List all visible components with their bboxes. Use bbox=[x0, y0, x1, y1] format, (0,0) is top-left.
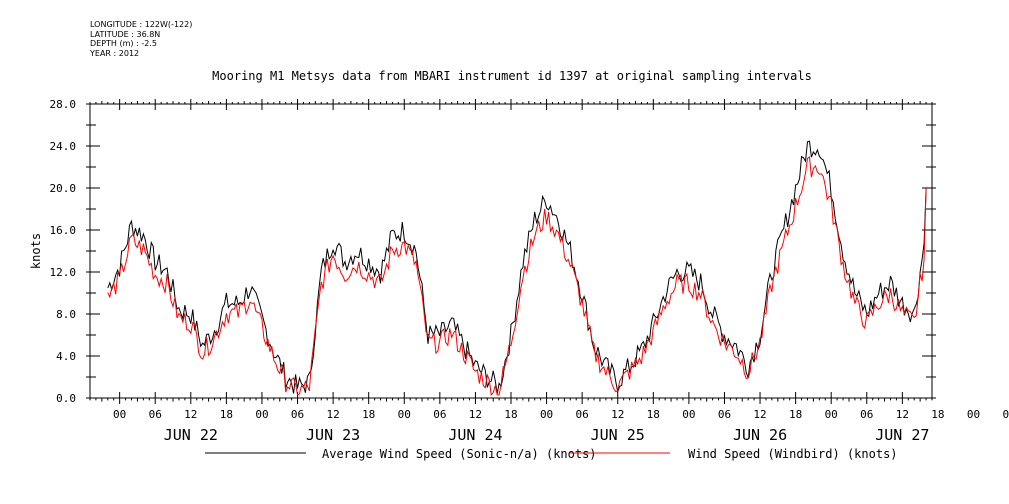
legend-label-sonic: Average Wind Speed (Sonic-n/a) (knots) bbox=[322, 447, 597, 461]
axes: 0.0 4.0 8.0 12.0 16.0 20.0 24.0 28.0 00 06 12 18 00 0… bbox=[50, 98, 1009, 444]
x-hour-label: 06 bbox=[860, 408, 873, 421]
x-hour-label: 18 bbox=[647, 408, 660, 421]
x-hour-label: 18 bbox=[362, 408, 375, 421]
x-hour-label: 00 bbox=[540, 408, 553, 421]
plot-frame bbox=[89, 103, 933, 399]
x-hour-label: 00 bbox=[682, 408, 695, 421]
x-day-label: JUN 27 bbox=[875, 426, 929, 444]
meta-depth: DEPTH (m) : -2.5 bbox=[90, 39, 157, 48]
y-tick-label: 24.0 bbox=[50, 140, 77, 153]
meta-longitude: LONGITUDE : 122W(-122) bbox=[90, 20, 193, 29]
y-tick-label: 28.0 bbox=[50, 98, 77, 111]
x-hour-label: 06 bbox=[149, 408, 162, 421]
x-hour-label: 12 bbox=[469, 408, 482, 421]
series-line-sonic bbox=[107, 140, 927, 394]
series-group bbox=[107, 140, 927, 397]
legend: Average Wind Speed (Sonic-n/a) (knots) Wi… bbox=[205, 447, 898, 461]
x-hour-label: 00 bbox=[255, 408, 268, 421]
x-hour-label: 06 bbox=[576, 408, 589, 421]
x-hour-label: 12 bbox=[896, 408, 909, 421]
x-hour-label: 00 bbox=[398, 408, 411, 421]
legend-label-windbird: Wind Speed (Windbird) (knots) bbox=[688, 447, 898, 461]
meta-latitude: LATITUDE : 36.8N bbox=[90, 29, 161, 39]
x-hour-label: 12 bbox=[326, 408, 339, 421]
x-hour-label: 12 bbox=[611, 408, 624, 421]
y-tick-label: 4.0 bbox=[56, 350, 76, 363]
series-line-windbird bbox=[107, 156, 927, 397]
y-tick-label: 8.0 bbox=[56, 308, 76, 321]
x-day-label: JUN 22 bbox=[164, 426, 218, 444]
x-day-label: JUN 25 bbox=[591, 426, 645, 444]
metadata-block: LONGITUDE : 122W(-122) LATITUDE : 36.8N … bbox=[90, 20, 192, 58]
x-hour-label: 12 bbox=[184, 408, 197, 421]
x-day-label: JUN 24 bbox=[448, 426, 502, 444]
x-hour-label: 18 bbox=[789, 408, 802, 421]
x-hour-label: 06 bbox=[291, 408, 304, 421]
x-hour-label: 06 bbox=[433, 408, 446, 421]
x-hour-label: 18 bbox=[504, 408, 517, 421]
y-tick-label: 12.0 bbox=[50, 266, 77, 279]
y-axis-label: knots bbox=[29, 233, 43, 269]
x-hour-label: 18 bbox=[220, 408, 233, 421]
x-hour-label: 06 bbox=[718, 408, 731, 421]
y-tick-label: 0.0 bbox=[56, 392, 76, 405]
x-hour-label: 06 bbox=[1002, 408, 1009, 421]
chart-title: Mooring M1 Metsys data from MBARI instru… bbox=[212, 69, 812, 83]
x-day-label: JUN 26 bbox=[733, 426, 787, 444]
meta-year: YEAR : 2012 bbox=[90, 48, 140, 58]
x-hour-label: 18 bbox=[931, 408, 944, 421]
y-tick-label: 20.0 bbox=[50, 182, 77, 195]
x-hour-label: 00 bbox=[113, 408, 126, 421]
x-hour-label: 00 bbox=[825, 408, 838, 421]
y-tick-label: 16.0 bbox=[50, 224, 77, 237]
x-day-label: JUN 23 bbox=[306, 426, 360, 444]
x-hour-label: 00 bbox=[967, 408, 980, 421]
x-hour-label: 12 bbox=[753, 408, 766, 421]
